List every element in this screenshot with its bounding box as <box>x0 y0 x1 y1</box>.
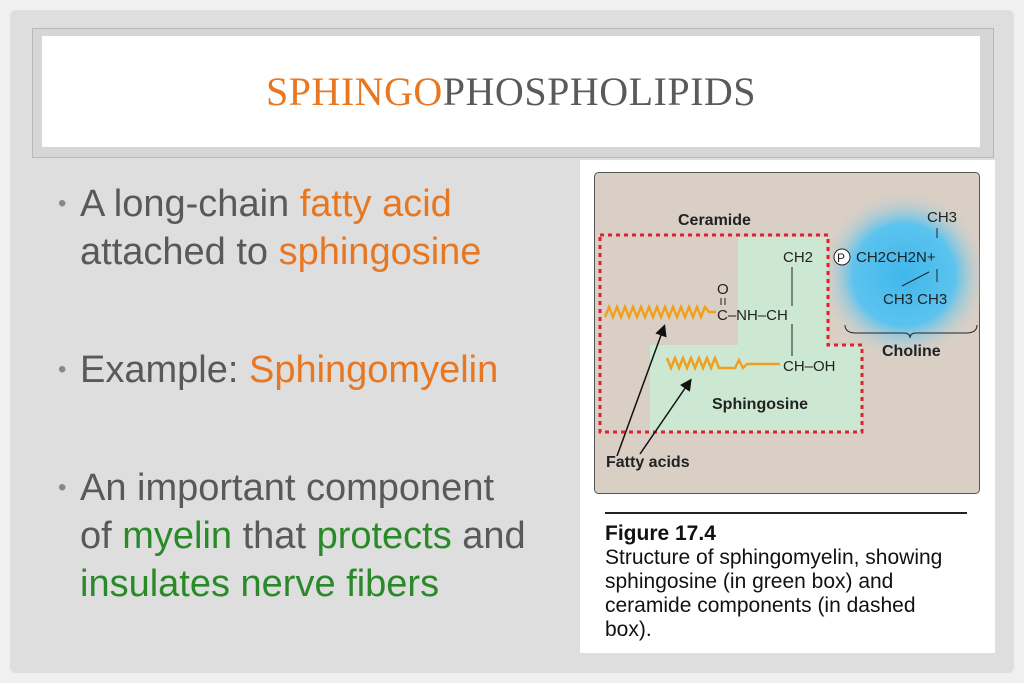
text: Example: <box>80 349 249 391</box>
chem-o: O <box>717 281 729 298</box>
chem-ch3: CH3 <box>927 209 957 226</box>
bullet-dot-icon: • <box>58 190 67 217</box>
bullet-item: • A long-chain fatty acid attached to sph… <box>58 180 578 276</box>
text: that <box>232 515 317 557</box>
figure-caption: Figure 17.4 Structure of sphingomyelin, s… <box>605 512 967 642</box>
fatty-acids-label: Fatty acids <box>606 454 690 471</box>
chem-ch2: CH2 <box>783 249 813 266</box>
title-part-sphingo: SPHINGO <box>265 69 443 114</box>
bullet-dot-icon: • <box>58 356 67 383</box>
arrow <box>639 378 692 455</box>
arrow <box>616 324 667 457</box>
choline-label: Choline <box>882 343 941 360</box>
text: protects <box>316 515 452 557</box>
choline-glow <box>819 190 980 360</box>
title-part-phospholipids: PHOSPHOLIPIDS <box>442 69 757 114</box>
text: A long-chain <box>80 183 300 225</box>
chem-amide: C–NH–CH <box>717 307 788 324</box>
fatty-acid-chain-1 <box>603 303 716 321</box>
bullet-list: • A long-chain fatty acid attached to sph… <box>58 180 578 678</box>
ceramide-dashed-box <box>598 233 864 434</box>
text: and <box>451 515 526 557</box>
bullet-item: • Example: Sphingomyelin <box>58 346 578 394</box>
text: Sphingomyelin <box>248 349 499 391</box>
sphingomyelin-diagram: Ceramide CH3 CH2 P CH2CH2N+ CH3 CH3 O C–… <box>594 172 980 494</box>
bond <box>901 271 930 287</box>
sphingosine-box <box>650 237 862 432</box>
bullet-item: • An important component of myelin that p… <box>58 464 530 608</box>
text: insulates nerve fibers <box>80 563 440 605</box>
caption-text: Structure of sphingomyelin, showing sphi… <box>605 546 943 641</box>
text: myelin <box>122 515 233 557</box>
phosphate-circle <box>833 248 851 266</box>
text: attached to <box>80 231 279 273</box>
text: fatty acid <box>299 183 452 225</box>
chem-ch3-pair: CH3 CH3 <box>883 291 947 308</box>
ceramide-label: Ceramide <box>678 212 751 229</box>
fatty-acid-chain-2 <box>665 354 780 372</box>
choline-brace <box>844 324 978 339</box>
bullet-dot-icon: • <box>58 474 67 501</box>
chem-p: P <box>837 251 845 265</box>
text: An important component of <box>80 467 495 557</box>
caption-title: Figure 17.4 <box>605 522 716 545</box>
sphingosine-label: Sphingosine <box>712 396 808 413</box>
slide-title: SPHINGOPHOSPHOLIPIDS <box>42 36 980 147</box>
chem-choh: CH–OH <box>783 358 836 375</box>
chem-ch2ch2n: CH2CH2N+ <box>856 249 936 266</box>
text: sphingosine <box>278 231 482 273</box>
